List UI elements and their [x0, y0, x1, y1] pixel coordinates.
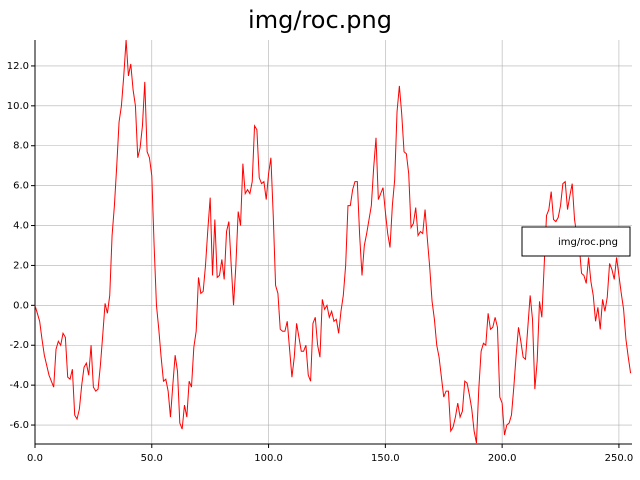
- y-tick-label: 10.0: [7, 101, 29, 112]
- y-tick-label: 2.0: [13, 260, 29, 271]
- y-tick-label: -4.0: [9, 380, 29, 391]
- x-tick-label: 150.0: [371, 453, 400, 464]
- y-tick-label: 12.0: [7, 61, 29, 72]
- x-tick-label: 200.0: [488, 453, 517, 464]
- legend-label: img/roc.png: [558, 237, 618, 248]
- y-tick-label: 6.0: [13, 181, 29, 192]
- data-line: [34, 39, 632, 444]
- legend-box: [521, 226, 631, 257]
- y-tick-label: -6.0: [9, 420, 29, 431]
- x-tick-label: 0.0: [27, 453, 43, 464]
- x-tick-label: 100.0: [254, 453, 283, 464]
- y-tick-label: -2.0: [9, 340, 29, 351]
- x-tick-label: 50.0: [141, 453, 163, 464]
- y-tick-label: 0.0: [13, 300, 29, 311]
- y-tick-label: 8.0: [13, 141, 29, 152]
- x-tick-label: 250.0: [605, 453, 634, 464]
- chart-title: img/roc.png: [248, 6, 392, 34]
- y-tick-label: 4.0: [13, 221, 29, 232]
